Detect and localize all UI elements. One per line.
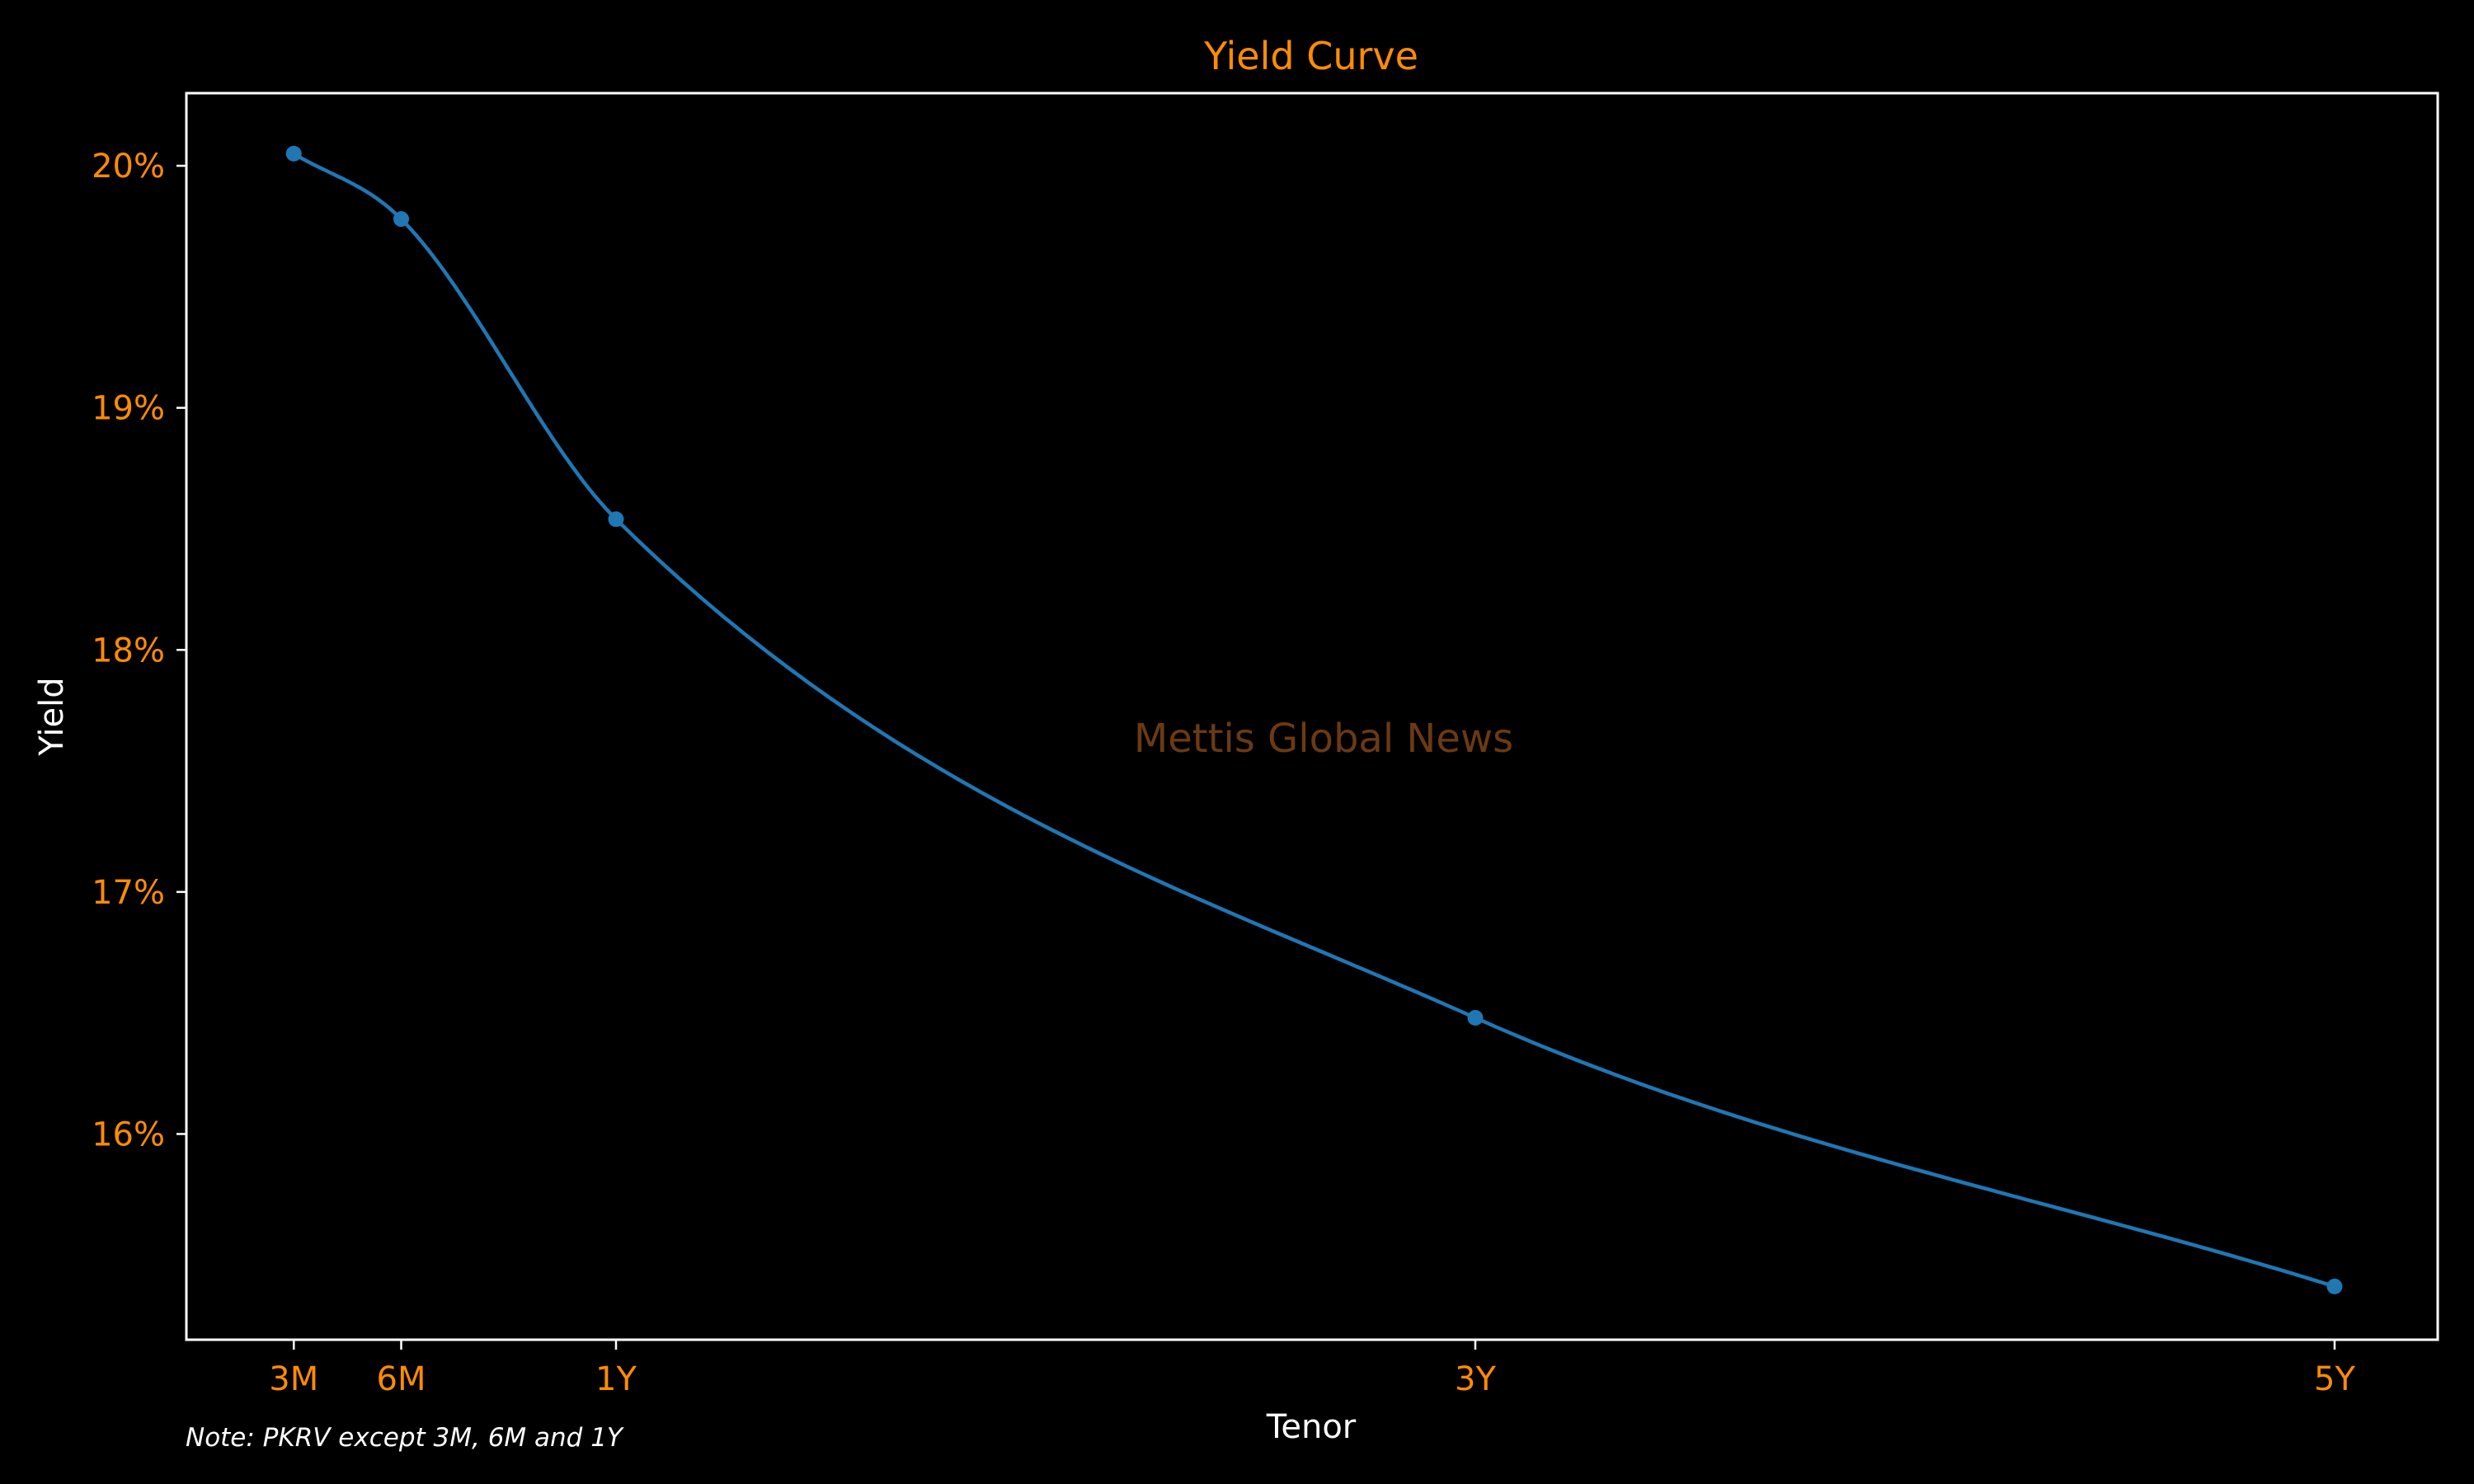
yield-data-point: [285, 145, 302, 162]
x-axis-label: Tenor: [1266, 1408, 1357, 1446]
y-tick-label: 17%: [92, 874, 165, 912]
chart-title: Yield Curve: [1203, 34, 1418, 78]
x-tick-label: 5Y: [2314, 1360, 2355, 1398]
y-tick-label: 16%: [92, 1115, 165, 1153]
y-tick-label: 18%: [92, 632, 165, 669]
y-tick-label: 19%: [92, 390, 165, 428]
yield-data-point: [2326, 1278, 2343, 1294]
x-tick-label: 3Y: [1455, 1360, 1496, 1398]
x-tick-label: 6M: [377, 1360, 426, 1398]
y-tick-label: 20%: [92, 148, 165, 186]
y-axis-label: Yield: [33, 677, 71, 756]
footnote-note: Note: PKRV except 3M, 6M and 1Y: [186, 1423, 624, 1453]
yield-data-point: [393, 211, 409, 228]
x-tick-label: 1Y: [595, 1360, 637, 1398]
plot-area: 16% 17% 18% 19% 20% 3M 6M 1Y 3Y 5Y: [92, 145, 2355, 1398]
plot-frame: [185, 92, 2439, 1341]
yield-data-point: [608, 511, 624, 528]
yield-data-point: [1467, 1010, 1484, 1026]
x-tick-label: 3M: [269, 1360, 318, 1398]
watermark-text: Mettis Global News: [1134, 716, 1513, 762]
